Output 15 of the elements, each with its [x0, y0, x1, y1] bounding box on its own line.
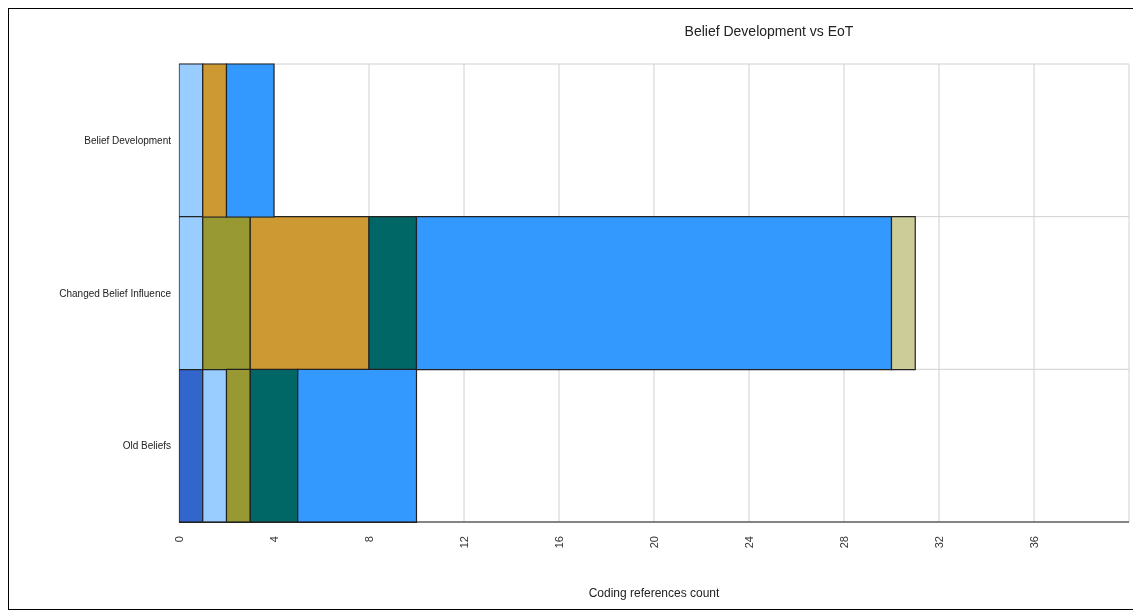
- x-tick-label: 32: [933, 536, 945, 549]
- x-tick-label: 20: [648, 536, 660, 549]
- x-axis-title: Coding references count: [588, 586, 721, 600]
- x-tick-label: 12: [458, 536, 470, 549]
- chart-title: Belief Development vs EoT: [683, 23, 855, 39]
- x-tick-label: 36: [1028, 536, 1040, 549]
- x-tick-label: 8: [363, 536, 375, 543]
- x-tick-label: 4: [268, 536, 280, 543]
- x-tick-label: 24: [743, 536, 755, 549]
- x-tick-label: 28: [838, 536, 850, 549]
- x-tick-label: 16: [553, 536, 565, 549]
- y-tick-label: Changed Belief Influence: [59, 287, 172, 299]
- y-tick-label: Belief Development: [84, 134, 172, 146]
- y-tick-label: Old Beliefs: [122, 440, 171, 452]
- x-tick-label: 0: [173, 536, 185, 543]
